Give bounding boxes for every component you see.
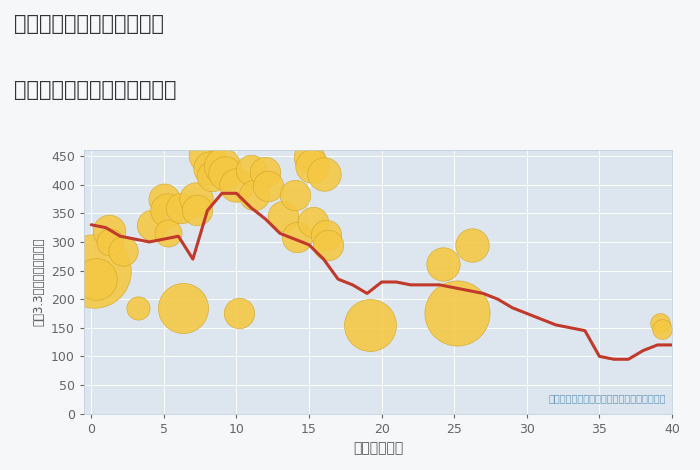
Point: [89, 267, 100, 274]
Point: [206, 172, 218, 180]
Point: [90, 275, 101, 283]
Point: [260, 168, 271, 176]
Point: [277, 212, 288, 220]
Point: [322, 241, 333, 249]
Point: [656, 325, 667, 333]
Point: [132, 304, 144, 312]
Point: [466, 241, 477, 249]
Point: [308, 218, 319, 226]
Text: 築年数別中古マンション価格: 築年数別中古マンション価格: [14, 80, 176, 100]
Point: [654, 320, 666, 327]
Point: [219, 170, 230, 177]
Point: [146, 221, 158, 228]
Point: [216, 163, 228, 170]
Point: [162, 230, 174, 237]
Point: [452, 310, 463, 317]
Point: [321, 231, 332, 239]
Point: [246, 167, 257, 174]
X-axis label: 築年数（年）: 築年数（年）: [353, 441, 403, 455]
Point: [192, 207, 203, 214]
Point: [289, 191, 300, 199]
Point: [248, 191, 260, 199]
Point: [437, 260, 448, 267]
Point: [177, 304, 188, 312]
Y-axis label: 坪（3.3㎡）単価（万円）: 坪（3.3㎡）単価（万円）: [32, 238, 46, 326]
Point: [234, 310, 245, 317]
Point: [104, 238, 116, 246]
Point: [318, 171, 329, 178]
Point: [303, 154, 314, 161]
Point: [231, 181, 242, 188]
Point: [365, 321, 376, 329]
Point: [204, 164, 216, 172]
Point: [292, 234, 303, 241]
Point: [202, 151, 213, 159]
Text: 神奈川県横浜市中区山手町: 神奈川県横浜市中区山手町: [14, 14, 164, 34]
Point: [262, 182, 274, 189]
Point: [161, 207, 172, 214]
Point: [158, 195, 169, 203]
Point: [118, 247, 129, 254]
Text: 円の大きさは、取引のあった物件面積を示す: 円の大きさは、取引のあった物件面積を示す: [549, 393, 666, 403]
Point: [307, 163, 318, 170]
Point: [190, 195, 202, 203]
Point: [176, 204, 187, 212]
Point: [103, 227, 114, 234]
